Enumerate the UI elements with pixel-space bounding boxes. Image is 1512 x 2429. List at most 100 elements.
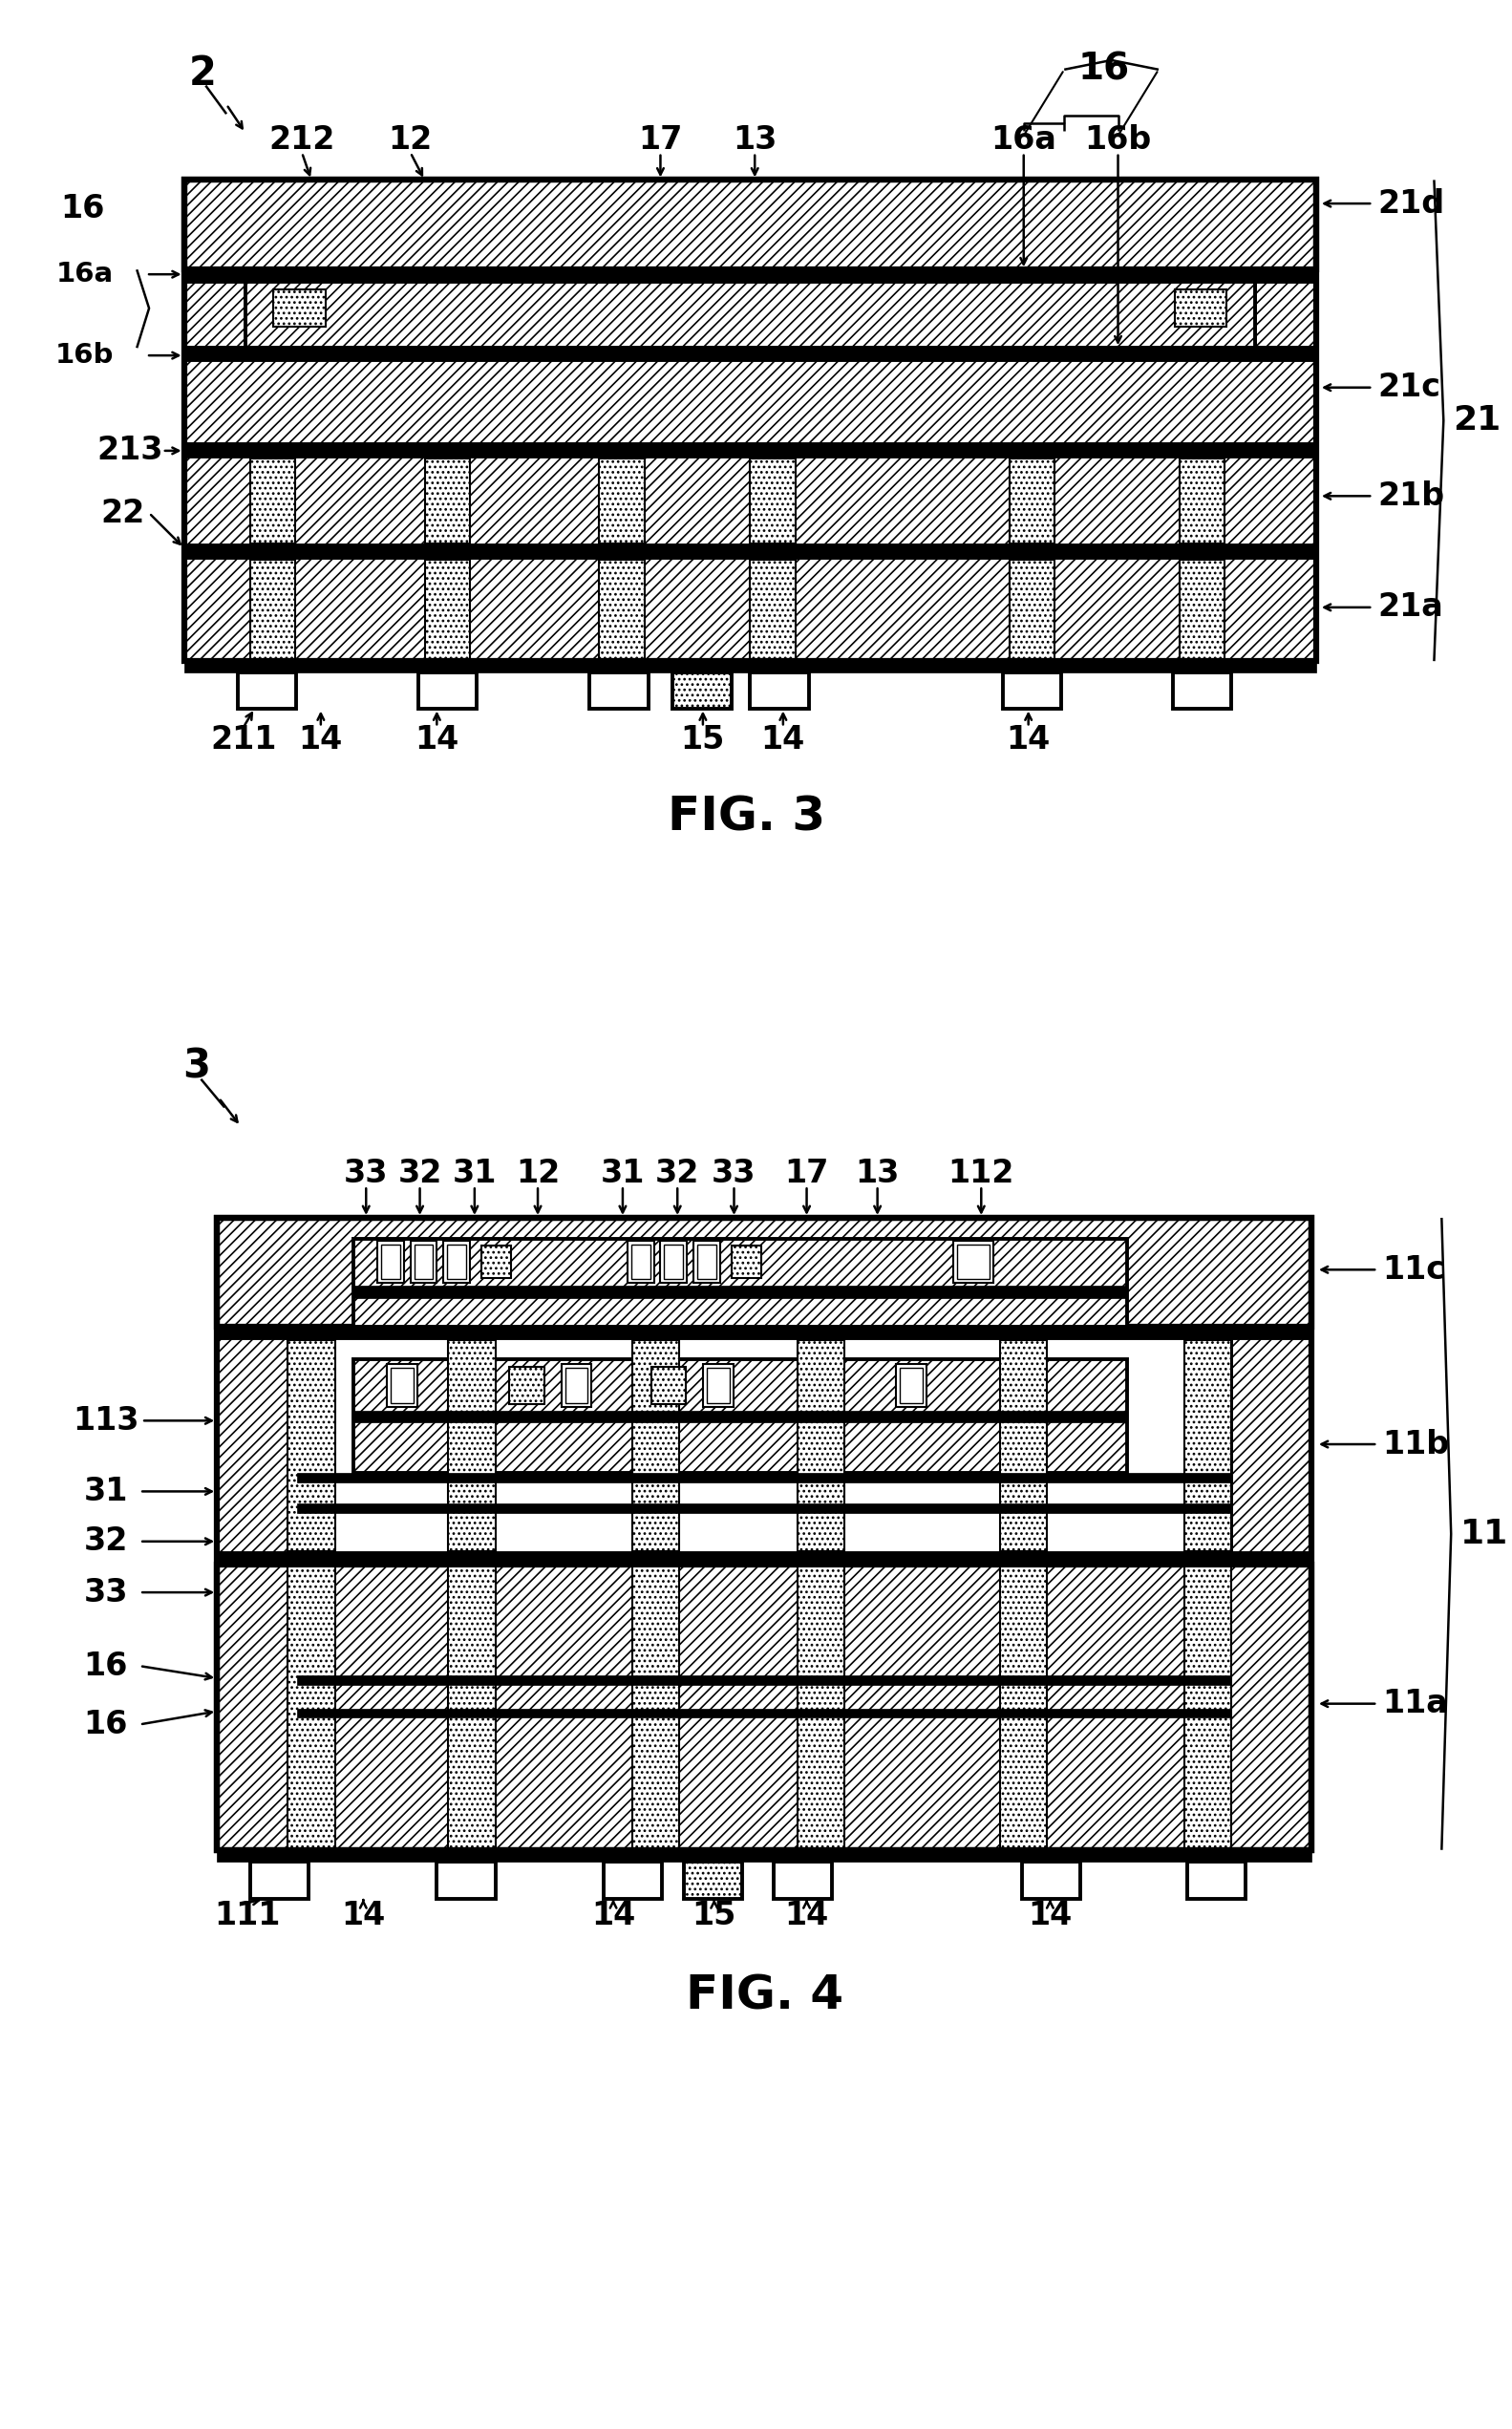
- Bar: [599, 459, 644, 544]
- Text: 14: 14: [761, 724, 806, 755]
- Bar: [683, 1861, 742, 1899]
- Bar: [218, 1564, 1311, 1851]
- Text: 21d: 21d: [1377, 187, 1444, 219]
- Text: 11c: 11c: [1382, 1253, 1445, 1285]
- Text: 16: 16: [83, 1649, 129, 1681]
- Text: 14: 14: [591, 1899, 635, 1931]
- Bar: [1179, 459, 1225, 544]
- Bar: [627, 1241, 653, 1283]
- Text: 16: 16: [83, 1708, 129, 1739]
- Bar: [417, 673, 476, 709]
- Text: 16a: 16a: [56, 260, 113, 287]
- Text: 11: 11: [1461, 1518, 1509, 1550]
- Text: 17: 17: [638, 124, 682, 155]
- Bar: [1187, 1861, 1246, 1899]
- Text: 112: 112: [948, 1159, 1015, 1190]
- Text: FIG. 4: FIG. 4: [685, 1972, 844, 2018]
- Bar: [732, 1246, 762, 1278]
- Text: 14: 14: [1007, 724, 1051, 755]
- Bar: [218, 1552, 1311, 1564]
- Text: 32: 32: [655, 1159, 700, 1190]
- Text: 31: 31: [452, 1159, 497, 1190]
- Text: 33: 33: [343, 1159, 389, 1190]
- Bar: [249, 459, 295, 544]
- Text: 15: 15: [692, 1899, 736, 1931]
- Text: 16b: 16b: [56, 342, 115, 369]
- Bar: [354, 1360, 1128, 1472]
- Bar: [999, 1341, 1048, 1550]
- Text: 14: 14: [414, 724, 460, 755]
- Bar: [448, 1244, 466, 1280]
- Bar: [381, 1244, 401, 1280]
- Bar: [184, 559, 1315, 661]
- Text: 14: 14: [299, 724, 343, 755]
- Bar: [1179, 561, 1225, 658]
- Text: 212: 212: [269, 124, 336, 155]
- Bar: [184, 544, 1315, 559]
- Text: 21: 21: [1453, 403, 1501, 437]
- Bar: [448, 1341, 496, 1550]
- Bar: [706, 1368, 729, 1402]
- Bar: [184, 282, 245, 347]
- Bar: [694, 1241, 720, 1283]
- Text: 3: 3: [183, 1047, 210, 1086]
- Text: 14: 14: [342, 1899, 386, 1931]
- Bar: [414, 1244, 432, 1280]
- Bar: [298, 1338, 1231, 1552]
- Bar: [184, 180, 1315, 661]
- Bar: [1231, 1338, 1311, 1552]
- Text: 111: 111: [215, 1899, 280, 1931]
- Bar: [218, 1851, 1311, 1861]
- Bar: [599, 561, 644, 658]
- Bar: [218, 1326, 1311, 1338]
- Text: 11b: 11b: [1382, 1428, 1448, 1460]
- Text: 21a: 21a: [1377, 593, 1442, 624]
- Bar: [697, 1244, 717, 1280]
- Bar: [443, 1241, 470, 1283]
- Bar: [410, 1241, 437, 1283]
- Bar: [249, 561, 295, 658]
- Bar: [437, 1861, 496, 1899]
- Bar: [797, 1341, 844, 1550]
- Bar: [1255, 282, 1315, 347]
- Bar: [249, 1861, 308, 1899]
- Bar: [750, 673, 809, 709]
- Text: 17: 17: [785, 1159, 829, 1190]
- Bar: [510, 1368, 544, 1404]
- Text: 32: 32: [83, 1525, 129, 1557]
- Text: 213: 213: [97, 435, 163, 466]
- Text: 14: 14: [785, 1899, 829, 1931]
- Bar: [354, 1285, 1128, 1297]
- Bar: [298, 1676, 1231, 1686]
- Bar: [631, 1244, 650, 1280]
- Bar: [1173, 673, 1231, 709]
- Text: 12: 12: [516, 1159, 559, 1190]
- Bar: [897, 1365, 927, 1406]
- Bar: [1184, 1341, 1231, 1550]
- Bar: [632, 1567, 679, 1848]
- Bar: [390, 1368, 413, 1402]
- Bar: [448, 1567, 496, 1848]
- Text: 21c: 21c: [1377, 372, 1441, 403]
- Bar: [1002, 673, 1061, 709]
- Bar: [354, 1239, 1128, 1326]
- Bar: [425, 459, 470, 544]
- Bar: [245, 282, 1255, 347]
- Bar: [900, 1368, 922, 1402]
- Bar: [274, 289, 325, 328]
- Text: 13: 13: [733, 124, 777, 155]
- Bar: [661, 1241, 686, 1283]
- Text: 211: 211: [210, 724, 277, 755]
- Bar: [184, 359, 1315, 445]
- Text: 16: 16: [60, 192, 106, 223]
- Bar: [237, 673, 296, 709]
- Bar: [1010, 561, 1055, 658]
- Bar: [664, 1244, 683, 1280]
- Bar: [184, 445, 1315, 457]
- Bar: [298, 1472, 1231, 1482]
- Bar: [1022, 1861, 1080, 1899]
- Bar: [565, 1368, 588, 1402]
- Bar: [703, 1365, 733, 1406]
- Text: 31: 31: [600, 1159, 644, 1190]
- Text: 21b: 21b: [1377, 481, 1444, 513]
